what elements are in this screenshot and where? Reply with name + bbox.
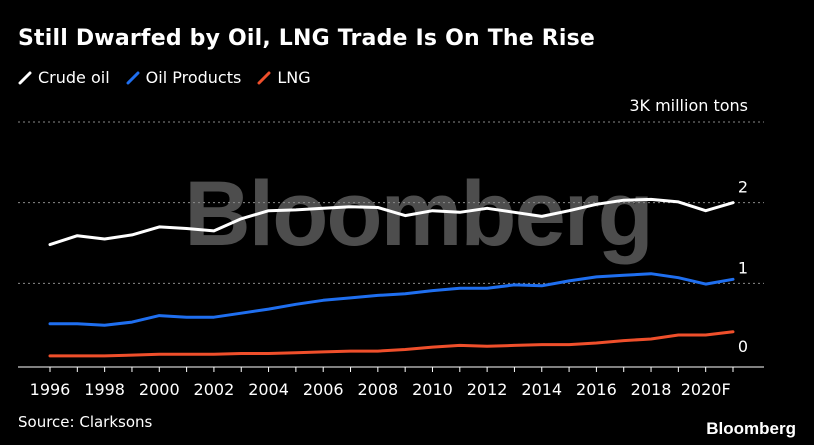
x-tick-label: 2000 <box>139 380 180 399</box>
bloomberg-logo: Bloomberg <box>706 419 796 438</box>
y-tick-label: 0 <box>738 337 748 356</box>
x-tick-label: 2006 <box>303 380 344 399</box>
legend-label-oil-products: Oil Products <box>145 68 242 87</box>
x-tick-label: 2020F <box>681 380 731 399</box>
x-tick-label: 2014 <box>521 380 562 399</box>
source-note: Source: Clarksons <box>18 413 153 431</box>
series-line-oil-products <box>48 272 735 327</box>
legend-swatch-lng <box>257 71 271 84</box>
series-line-lng <box>48 330 735 358</box>
grid-lines <box>18 121 764 284</box>
legend-item-lng: LNG <box>257 68 311 87</box>
legend-swatch-crude-oil <box>18 71 32 84</box>
x-tick-label: 2008 <box>357 380 398 399</box>
x-tick-label: 2004 <box>248 380 289 399</box>
legend-label-lng: LNG <box>277 68 311 87</box>
legend-label-crude-oil: Crude oil <box>38 68 110 87</box>
series-line-crude-oil <box>48 197 735 247</box>
legend-item-oil-products: Oil Products <box>126 68 242 87</box>
chart-legend: Crude oil Oil Products LNG <box>18 68 311 87</box>
x-ticks: 1996 1998 2000 2002 2004 2006 2008 2010 2012 2014… <box>30 367 734 399</box>
legend-swatch-oil-products <box>126 71 140 84</box>
legend-item-crude-oil: Crude oil <box>18 68 110 87</box>
x-tick-label: 2016 <box>576 380 617 399</box>
x-tick-label: 1996 <box>30 380 71 399</box>
y-tick-labels: 1 2 0 <box>738 178 748 356</box>
x-tick-label: 2010 <box>412 380 453 399</box>
chart-title: Still Dwarfed by Oil, LNG Trade Is On Th… <box>18 26 596 51</box>
x-tick-label: 2012 <box>467 380 508 399</box>
x-tick-label: 1998 <box>84 380 125 399</box>
x-tick-label: 2002 <box>194 380 235 399</box>
y-tick-label: 1 <box>738 258 748 277</box>
y-tick-label: 2 <box>738 178 748 197</box>
series-lines <box>48 197 735 358</box>
x-tick-label: 2018 <box>631 380 672 399</box>
y-unit-label: 3K million tons <box>629 96 748 115</box>
